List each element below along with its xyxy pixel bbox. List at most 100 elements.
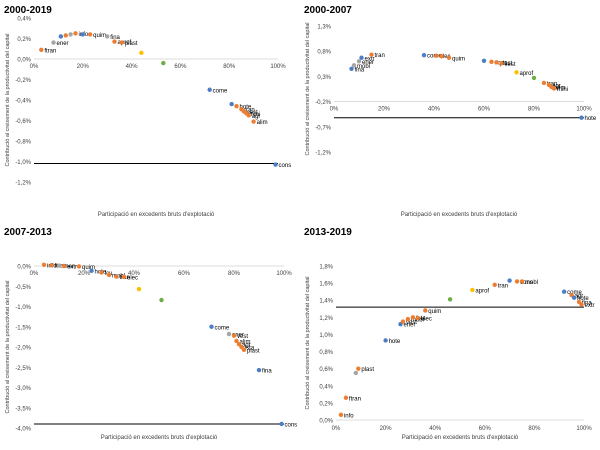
point-label: tran: [375, 53, 385, 59]
data-point: [499, 61, 504, 66]
data-point: [161, 60, 166, 66]
data-point: [63, 33, 68, 38]
x-tick-label: 0%: [30, 271, 39, 277]
chart-title: 2000-2007: [304, 5, 352, 16]
point-label: aprof: [475, 288, 489, 294]
x-axis-label: Participació en excedents bruts d'explot…: [402, 435, 519, 441]
data-point: [56, 263, 62, 268]
x-tick-label: 40%: [126, 64, 139, 70]
point-label: aprof: [520, 71, 534, 77]
point-label: alim: [257, 120, 268, 126]
data-point: [256, 367, 262, 373]
point-label: agr: [252, 114, 261, 120]
point-label: agr: [552, 83, 561, 89]
chart-panel-2000-2019: 2000-2019 0,4% 0,2% 0,0% -0,2% -0,4% -0,6% -0,8…: [0, 0, 300, 222]
point-label: quim: [82, 265, 95, 271]
chart-panel-2000-2007: 2000-2007 1,3% 0,8% 0,3% -0,2% -0,7% -1,2% 0% 20…: [300, 0, 600, 222]
x-tick-label: 80%: [228, 271, 241, 277]
point-label: come: [213, 88, 228, 94]
data-point: [369, 52, 374, 57]
data-point: [58, 34, 64, 39]
data-point: [353, 370, 359, 376]
x-tick-label: 60%: [178, 271, 191, 277]
data-point: [492, 282, 497, 288]
point-label: elec: [440, 54, 451, 60]
y-tick-label: -1,2%: [15, 181, 31, 187]
y-tick-label: -1,0%: [15, 305, 31, 311]
x-tick-label: 100%: [576, 107, 592, 113]
data-point: [434, 53, 439, 58]
data-point: [338, 412, 344, 418]
y-tick-label: 0,2%: [319, 401, 333, 407]
point-label: plast: [247, 348, 260, 354]
data-point: [349, 66, 354, 72]
x-axis-label: Participació en excedents bruts d'explot…: [98, 212, 215, 218]
y-tick-label: 0,0%: [17, 58, 31, 64]
data-point: [51, 40, 56, 45]
point-label: fsta: [245, 346, 255, 352]
y-tick-label: -2,5%: [15, 366, 31, 372]
data-point: [579, 302, 584, 307]
x-axis-label: Participació en excedents bruts d'explot…: [401, 212, 518, 218]
x-tick-label: 80%: [223, 64, 236, 70]
data-point: [73, 31, 78, 36]
x-tick-label: 100%: [276, 271, 292, 277]
data-point: [207, 87, 212, 92]
data-point: [41, 262, 47, 267]
x-tick-label: 40%: [128, 271, 141, 277]
data-point: [99, 270, 104, 275]
data-point: [359, 55, 364, 60]
point-label: vest: [237, 334, 248, 340]
point-label: alim: [240, 339, 251, 345]
point-label: extr: [365, 56, 375, 62]
data-point: [423, 308, 428, 313]
y-tick-label: -0,4%: [15, 99, 31, 105]
point-label: plast: [500, 61, 513, 67]
y-tick-label: -0,2%: [15, 78, 31, 84]
point-label: quim: [93, 33, 106, 39]
data-point: [415, 315, 421, 321]
y-axis-label: Contribució al creixement de la producti…: [305, 23, 311, 156]
point-label: vest: [505, 62, 516, 68]
scatter-chart-2013-2019: 2013-2019 1,8% 1,6% 1,4% 1,2% 1,0% 0,8% 0,6% 0,4…: [304, 227, 595, 441]
data-point: [39, 47, 44, 52]
data-point: [68, 32, 73, 37]
x-tick-label: 100%: [270, 64, 286, 70]
y-axis-label: Contribució al creixement de la producti…: [5, 281, 11, 414]
data-point: [561, 289, 567, 294]
point-label: agr: [575, 294, 584, 300]
data-point: [241, 347, 247, 353]
chart-title: 2007-2013: [4, 227, 52, 238]
data-point: [541, 80, 547, 86]
point-label: ener: [362, 60, 374, 66]
data-point: [470, 287, 475, 293]
y-tick-label: -4,0%: [15, 427, 31, 433]
data-point: [481, 58, 487, 63]
data-point: [61, 263, 67, 269]
point-label: hote: [577, 296, 589, 302]
y-tick-label: -0,7%: [315, 125, 331, 131]
data-point: [447, 297, 453, 302]
y-tick-label: -1,5%: [15, 325, 31, 331]
data-point: [229, 101, 234, 107]
y-tick-label: -0,5%: [15, 285, 31, 291]
data-point: [439, 54, 444, 59]
x-tick-label: 40%: [428, 107, 441, 113]
data-point: [410, 315, 416, 320]
data-point: [76, 264, 82, 269]
data-point: [114, 274, 119, 279]
x-tick-label: 60%: [174, 64, 187, 70]
point-label: ftran: [44, 48, 56, 54]
data-point: [489, 59, 494, 64]
data-point: [105, 34, 110, 39]
data-point: [106, 272, 112, 278]
point-label: come: [215, 325, 230, 331]
data-point: [119, 40, 125, 45]
y-tick-label: -1,2%: [315, 151, 331, 157]
data-point: [87, 32, 93, 37]
data-point: [112, 39, 117, 44]
point-label: ftran: [349, 396, 361, 402]
point-label: cons: [520, 280, 533, 286]
y-tick-label: 1,6%: [319, 282, 333, 288]
